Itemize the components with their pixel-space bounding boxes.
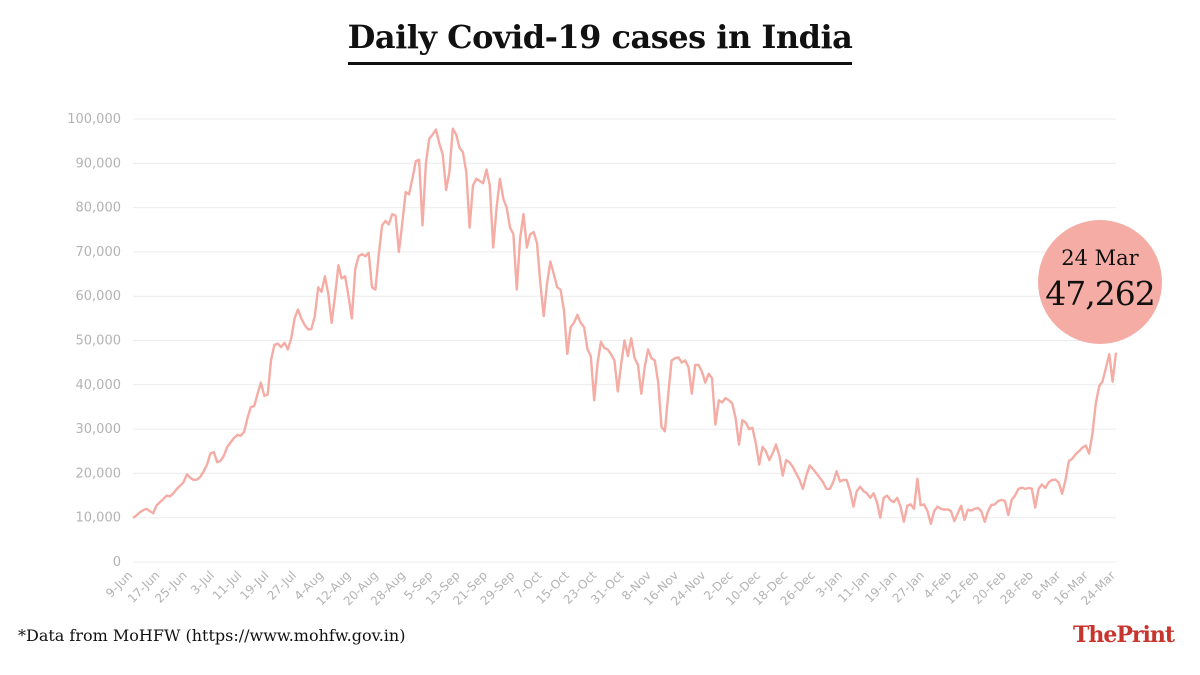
brand-logo: ThePrint <box>1072 622 1175 648</box>
y-tick-label: 100,000 <box>67 112 121 127</box>
y-tick-label: 80,000 <box>76 201 122 216</box>
latest-value-callout: 24 Mar 47,262 <box>1038 220 1162 344</box>
callout-date: 24 Mar <box>1061 246 1139 270</box>
brand-print: Print <box>1116 622 1175 648</box>
y-tick-label: 0 <box>113 555 121 570</box>
y-tick-label: 10,000 <box>76 511 122 526</box>
y-tick-label: 50,000 <box>76 334 122 349</box>
y-tick-label: 30,000 <box>76 422 122 437</box>
chart-title-text: Daily Covid-19 cases in India <box>347 18 853 65</box>
callout-value: 47,262 <box>1045 274 1155 313</box>
y-tick-label: 70,000 <box>76 245 122 260</box>
y-tick-label: 60,000 <box>76 289 122 304</box>
source-note: *Data from MoHFW (https://www.mohfw.gov.… <box>18 626 406 645</box>
series-line-daily-cases <box>132 127 1118 526</box>
x-tick-label: 27-Jul <box>264 568 298 602</box>
x-tick-label: 19-Jul <box>237 568 271 602</box>
brand-the: The <box>1072 622 1117 648</box>
grid-lines <box>133 118 1116 563</box>
x-axis-ticks: 9-Jun17-Jun25-Jun3-Jul11-Jul19-Jul27-Jul… <box>103 568 1118 609</box>
y-axis-ticks: 0 10,000 20,000 30,000 40,000 50,000 60,000 70,… <box>67 112 121 570</box>
y-tick-label: 90,000 <box>76 156 122 171</box>
y-tick-label: 40,000 <box>76 378 122 393</box>
chart-title: Daily Covid-19 cases in India <box>0 18 1200 65</box>
x-tick-label: 11-Jul <box>210 568 244 602</box>
y-tick-label: 20,000 <box>76 466 122 481</box>
